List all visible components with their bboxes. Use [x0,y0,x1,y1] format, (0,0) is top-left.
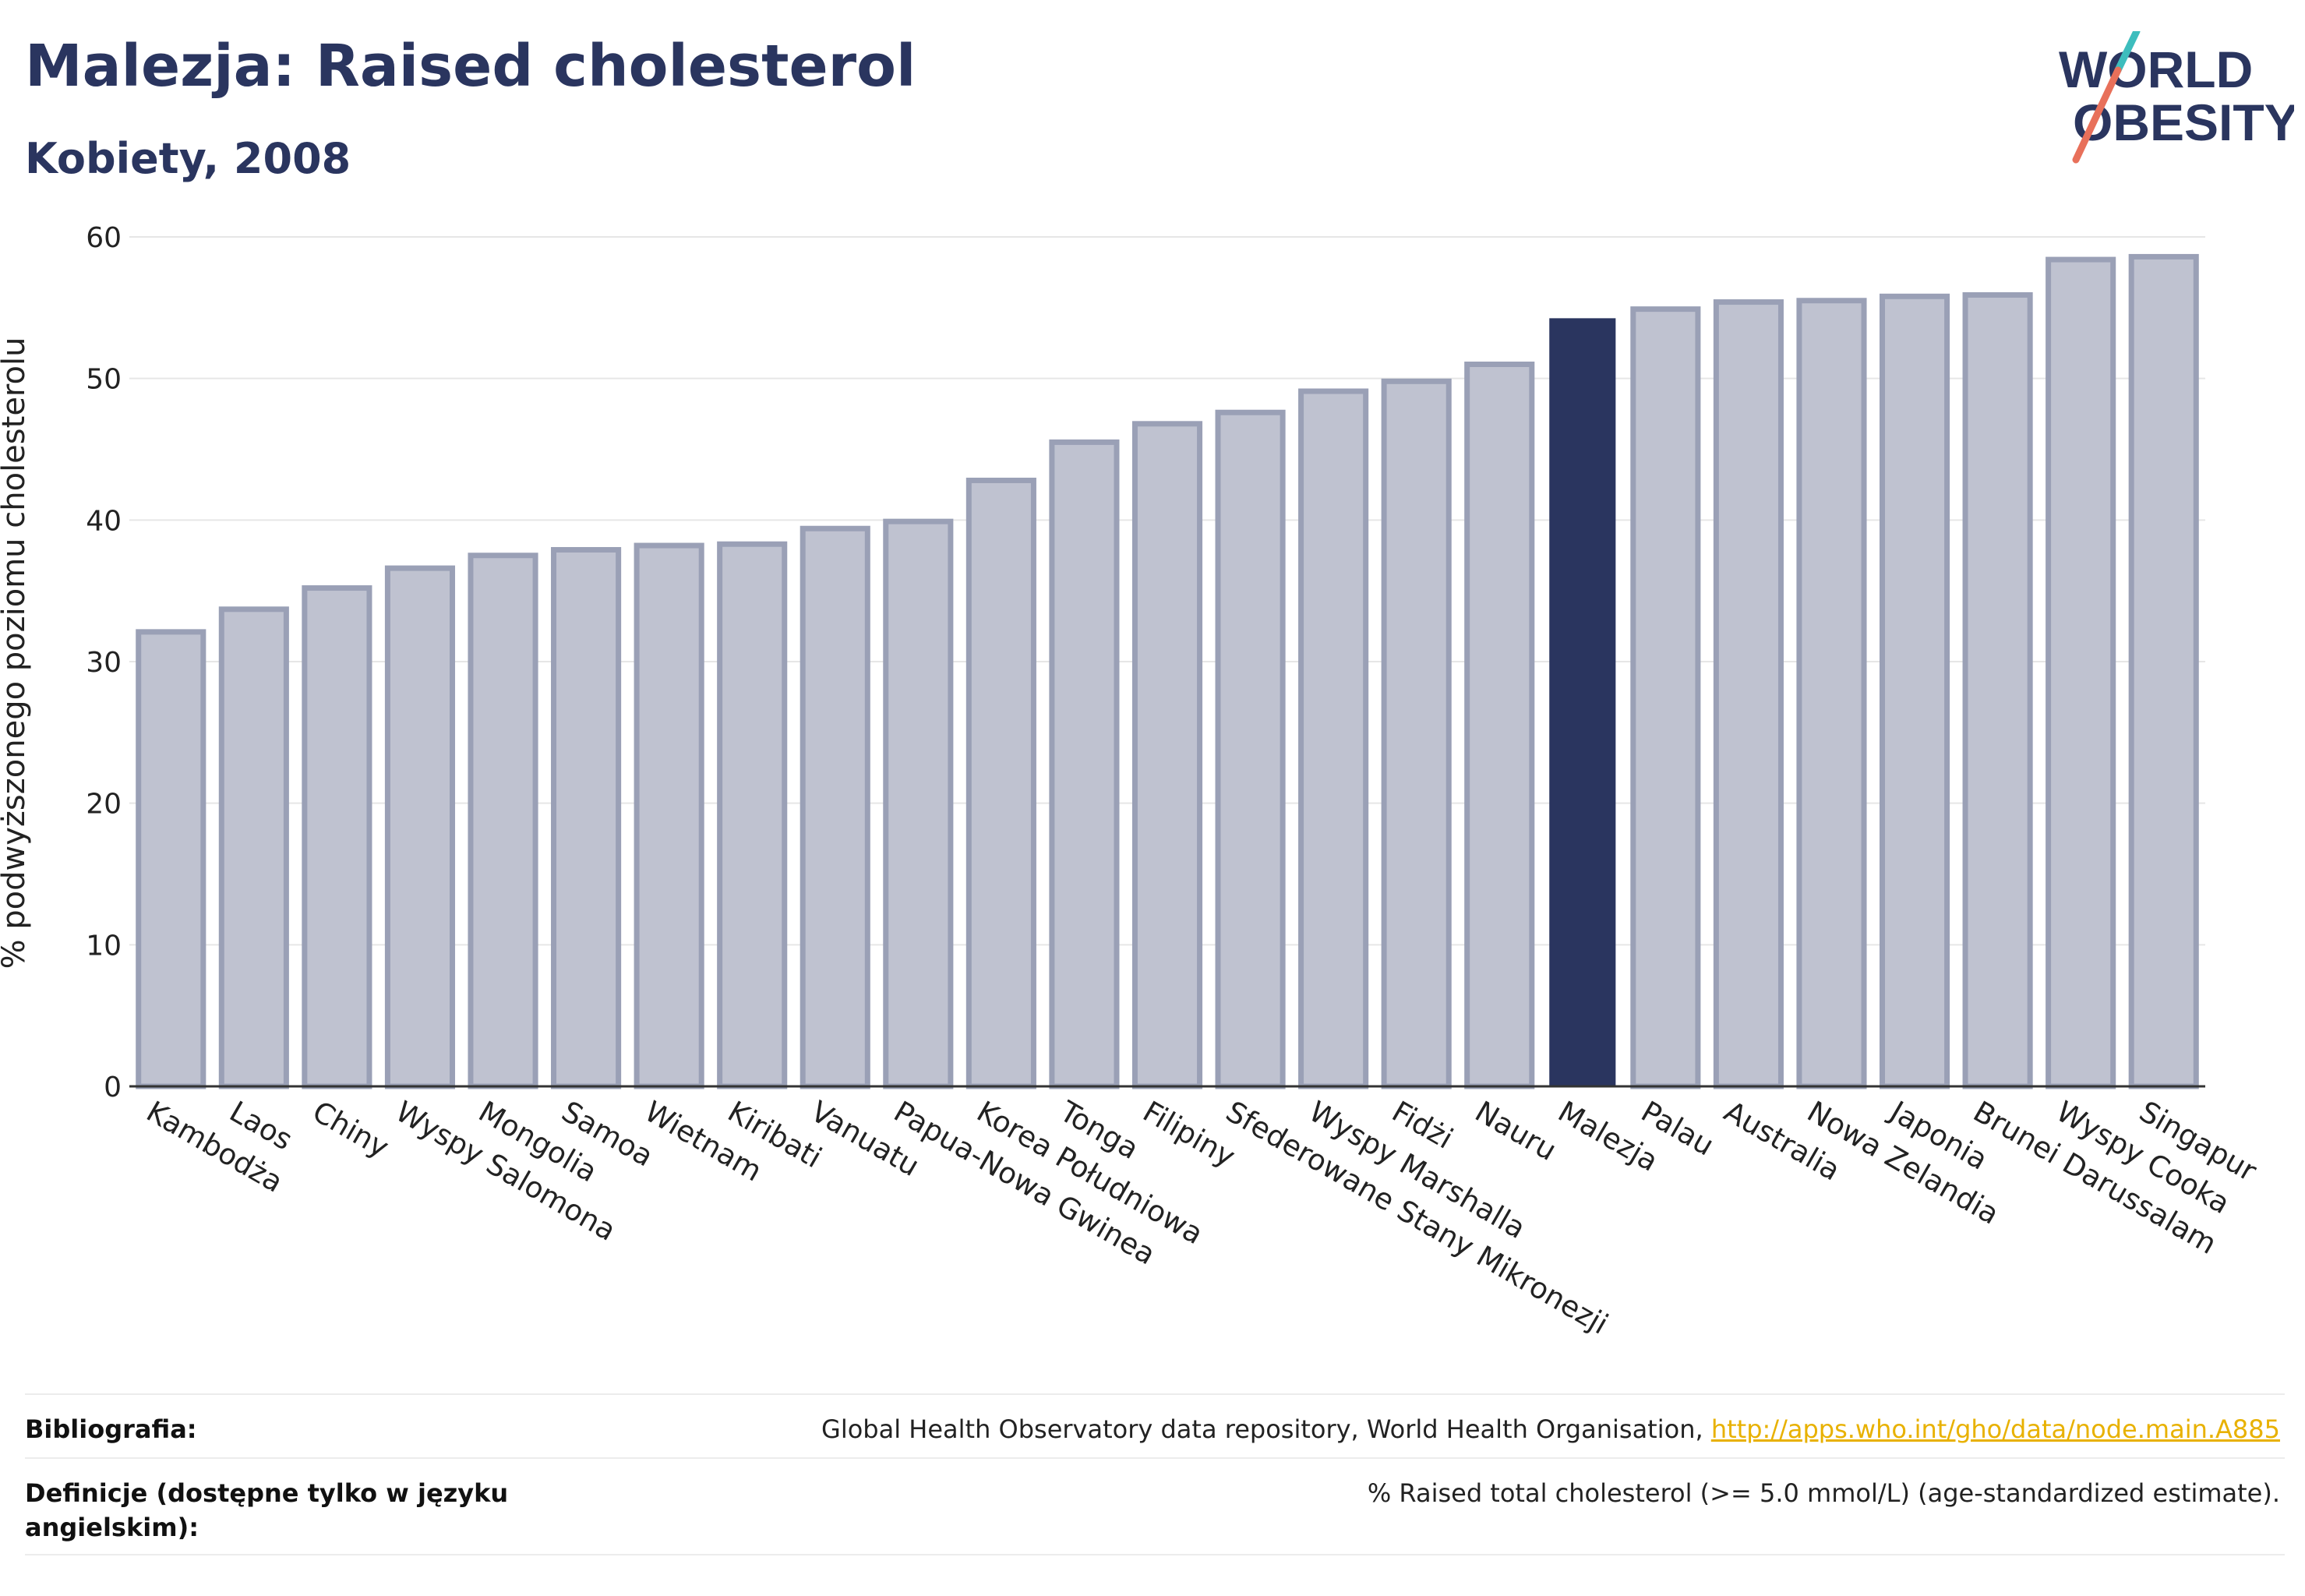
footer-divider [25,1554,2285,1555]
chart-title: Malezja: Raised cholesterol [25,33,916,100]
logo-line2: OBESITY [2073,94,2294,151]
bar [2046,256,2116,1089]
chart-subtitle: Kobiety, 2008 [25,134,351,183]
bar [1298,388,1369,1089]
x-tick-label: Chiny [307,1095,394,1165]
footer-divider [25,1457,2285,1459]
bar [800,525,870,1089]
definition-label: Definicje (dostępne tylko w języku angie… [25,1478,509,1542]
bar [1131,421,1203,1089]
bar [218,606,289,1089]
y-tick-label: 60 [86,222,122,254]
bibliography-text: Global Health Observatory data repositor… [821,1414,1711,1444]
y-tick-label: 10 [86,930,122,962]
bar [634,542,704,1089]
logo-line1: WORLD [2059,41,2253,98]
bar [1381,378,1452,1089]
definition-value: % Raised total cholesterol (>= 5.0 mmol/… [1367,1478,2280,1508]
bar [1962,291,2033,1089]
bar [1049,439,1120,1089]
y-tick-label: 20 [86,789,122,821]
bar [965,477,1036,1089]
bar [468,553,538,1089]
bar [1713,299,1784,1089]
logo-slash-teal [2114,31,2141,74]
bibliography-link[interactable]: http://apps.who.int/gho/data/node.main.A… [1710,1414,2280,1444]
bar [1464,362,1535,1089]
bibliography-value: Global Health Observatory data repositor… [821,1412,2280,1446]
bar-highlight [1549,318,1616,1088]
y-tick-label: 40 [86,505,122,537]
bar [717,541,788,1089]
world-obesity-logo: WORLD OBESITY [2059,31,2294,164]
y-tick-label: 30 [86,647,122,679]
bar [1215,409,1286,1089]
footer-divider [25,1393,2285,1395]
bar [883,518,954,1089]
bar [136,629,206,1089]
y-tick-label: 0 [104,1072,122,1103]
bar [384,565,456,1089]
bar [1879,293,1950,1089]
bar [2128,253,2199,1089]
bar [1630,306,1701,1089]
bibliography-label: Bibliografia: [25,1414,197,1444]
bar [1796,298,1867,1089]
bar [302,585,372,1089]
bar [551,546,622,1089]
x-tick-label: Filipiny [1138,1095,1241,1174]
y-axis-label: % podwyższonego poziomu cholesterolu [0,337,32,969]
x-tick-label: Nauru [1470,1095,1562,1167]
y-tick-label: 50 [86,364,122,396]
logo-slash-red [2072,66,2122,164]
